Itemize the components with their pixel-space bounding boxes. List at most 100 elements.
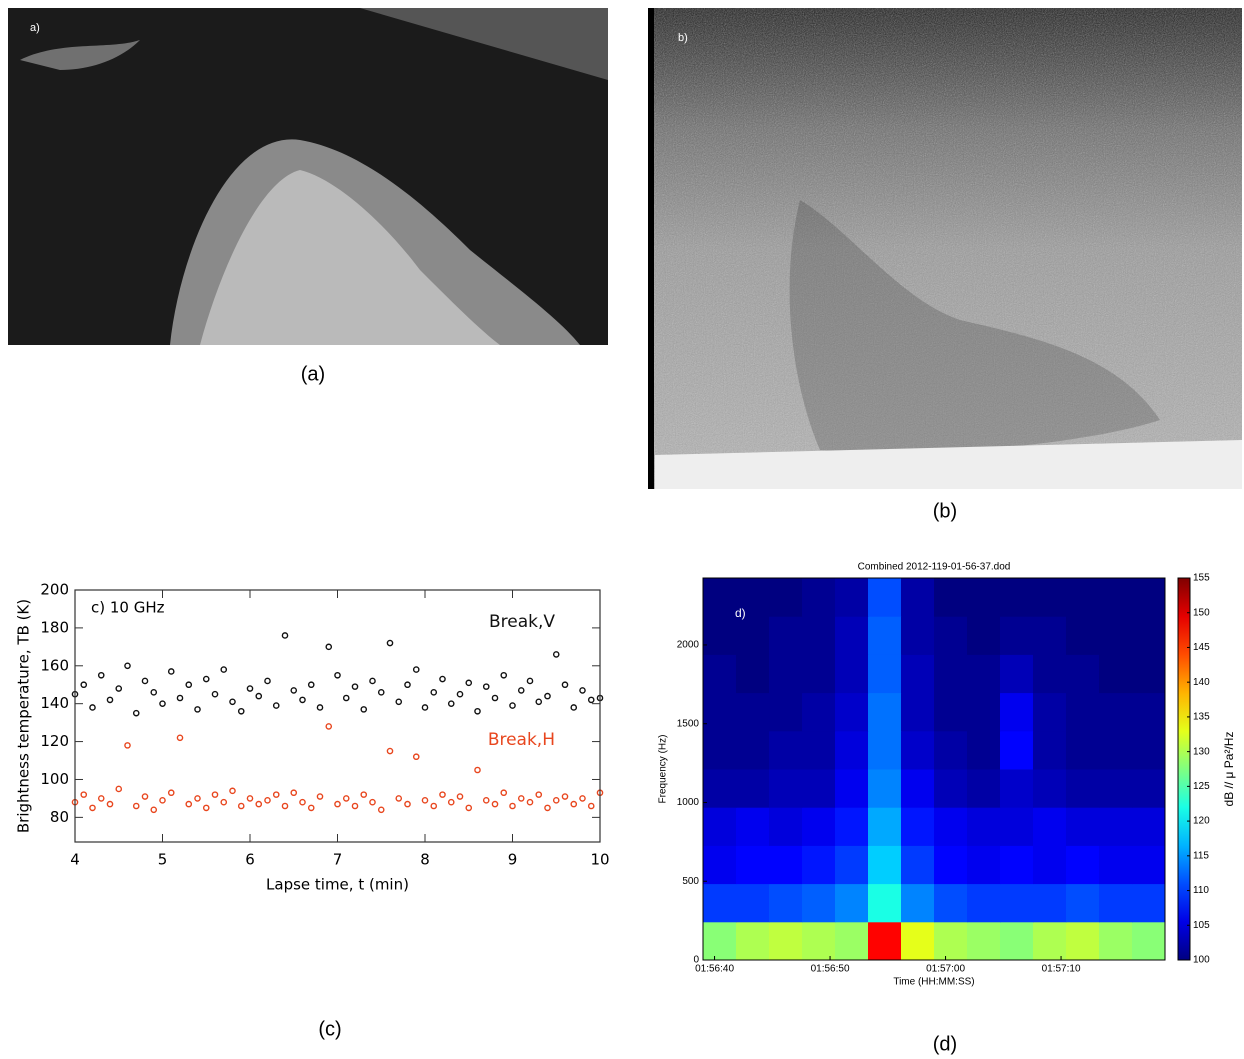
caption: (b) xyxy=(933,500,957,522)
caption: (c) xyxy=(318,1018,341,1040)
point xyxy=(422,798,427,803)
y-tick-label: 160 xyxy=(40,656,69,674)
point xyxy=(440,792,445,797)
point xyxy=(527,800,532,805)
heat-cell xyxy=(1066,654,1100,693)
heat-cell xyxy=(967,578,1001,617)
point xyxy=(475,709,480,714)
point xyxy=(554,652,559,657)
heat-cell xyxy=(769,884,803,923)
point xyxy=(484,798,489,803)
heat-cell xyxy=(868,654,902,693)
heat-cell xyxy=(868,807,902,846)
point xyxy=(230,699,235,704)
heat-cell xyxy=(1132,884,1166,923)
heat-cell xyxy=(868,884,902,923)
point xyxy=(107,697,112,702)
heat-cell xyxy=(769,769,803,808)
heat-cell xyxy=(901,922,935,961)
heat-cell xyxy=(835,922,869,961)
heat-cell xyxy=(835,807,869,846)
y-tick-label: 1000 xyxy=(677,797,700,808)
y-tick-label: 80 xyxy=(50,808,69,826)
heat-cell xyxy=(835,578,869,617)
heat-cell xyxy=(1033,807,1067,846)
point xyxy=(177,695,182,700)
point xyxy=(387,748,392,753)
heat-cell xyxy=(868,731,902,770)
heat-cell xyxy=(1132,616,1166,655)
heat-cell xyxy=(1066,616,1100,655)
heat-cell xyxy=(835,616,869,655)
heat-cell xyxy=(736,884,770,923)
point xyxy=(414,667,419,672)
point xyxy=(361,707,366,712)
point xyxy=(405,802,410,807)
point xyxy=(431,690,436,695)
x-tick-label: 6 xyxy=(245,851,255,869)
heat-cell xyxy=(1000,769,1034,808)
colorbar-tick-label: 140 xyxy=(1193,677,1210,688)
point xyxy=(554,798,559,803)
point xyxy=(370,678,375,683)
point xyxy=(440,676,445,681)
heat-cell xyxy=(802,654,836,693)
point xyxy=(466,805,471,810)
heat-cell xyxy=(736,845,770,884)
heat-cell xyxy=(703,693,737,732)
heat-cell xyxy=(1033,731,1067,770)
point xyxy=(125,663,130,668)
heat-cell xyxy=(703,807,737,846)
heat-cell xyxy=(967,654,1001,693)
point xyxy=(545,805,550,810)
point xyxy=(291,688,296,693)
x-tick-label: 4 xyxy=(70,851,80,869)
heat-cell xyxy=(1033,693,1067,732)
y-axis-label: Frequency (Hz) xyxy=(658,735,669,804)
heat-cell xyxy=(1066,884,1100,923)
point xyxy=(274,792,279,797)
heat-cell xyxy=(802,922,836,961)
heat-cell xyxy=(901,693,935,732)
heat-cell xyxy=(901,884,935,923)
heat-cell xyxy=(1033,654,1067,693)
point xyxy=(580,796,585,801)
heat-cell xyxy=(1099,845,1133,884)
x-tick-label: 9 xyxy=(508,851,518,869)
heat-cell xyxy=(868,845,902,884)
point xyxy=(352,684,357,689)
caption: (d) xyxy=(933,1033,957,1055)
heat-cell xyxy=(769,922,803,961)
heat-cell xyxy=(1000,884,1034,923)
point xyxy=(169,790,174,795)
heat-cell xyxy=(868,693,902,732)
heat-cell xyxy=(802,731,836,770)
heat-cell xyxy=(1132,807,1166,846)
point xyxy=(160,798,165,803)
point xyxy=(475,767,480,772)
point xyxy=(449,701,454,706)
y-tick-label: 200 xyxy=(40,581,69,599)
point xyxy=(422,705,427,710)
point xyxy=(326,644,331,649)
heat-cell xyxy=(934,578,968,617)
heat-cell xyxy=(1000,807,1034,846)
heat-cell xyxy=(802,578,836,617)
point xyxy=(221,800,226,805)
heat-cell xyxy=(802,884,836,923)
heat-cell xyxy=(934,845,968,884)
heat-cell xyxy=(703,769,737,808)
heat-cell xyxy=(769,654,803,693)
legend-label: Break,V xyxy=(489,612,555,632)
point xyxy=(484,684,489,689)
heat-cell xyxy=(703,922,737,961)
point xyxy=(90,705,95,710)
colorbar-tick-label: 120 xyxy=(1193,816,1210,827)
heat-cell xyxy=(1099,769,1133,808)
heat-cell xyxy=(1000,616,1034,655)
point xyxy=(107,802,112,807)
heat-cell xyxy=(901,578,935,617)
heat-cell xyxy=(1099,807,1133,846)
heat-cell xyxy=(736,807,770,846)
